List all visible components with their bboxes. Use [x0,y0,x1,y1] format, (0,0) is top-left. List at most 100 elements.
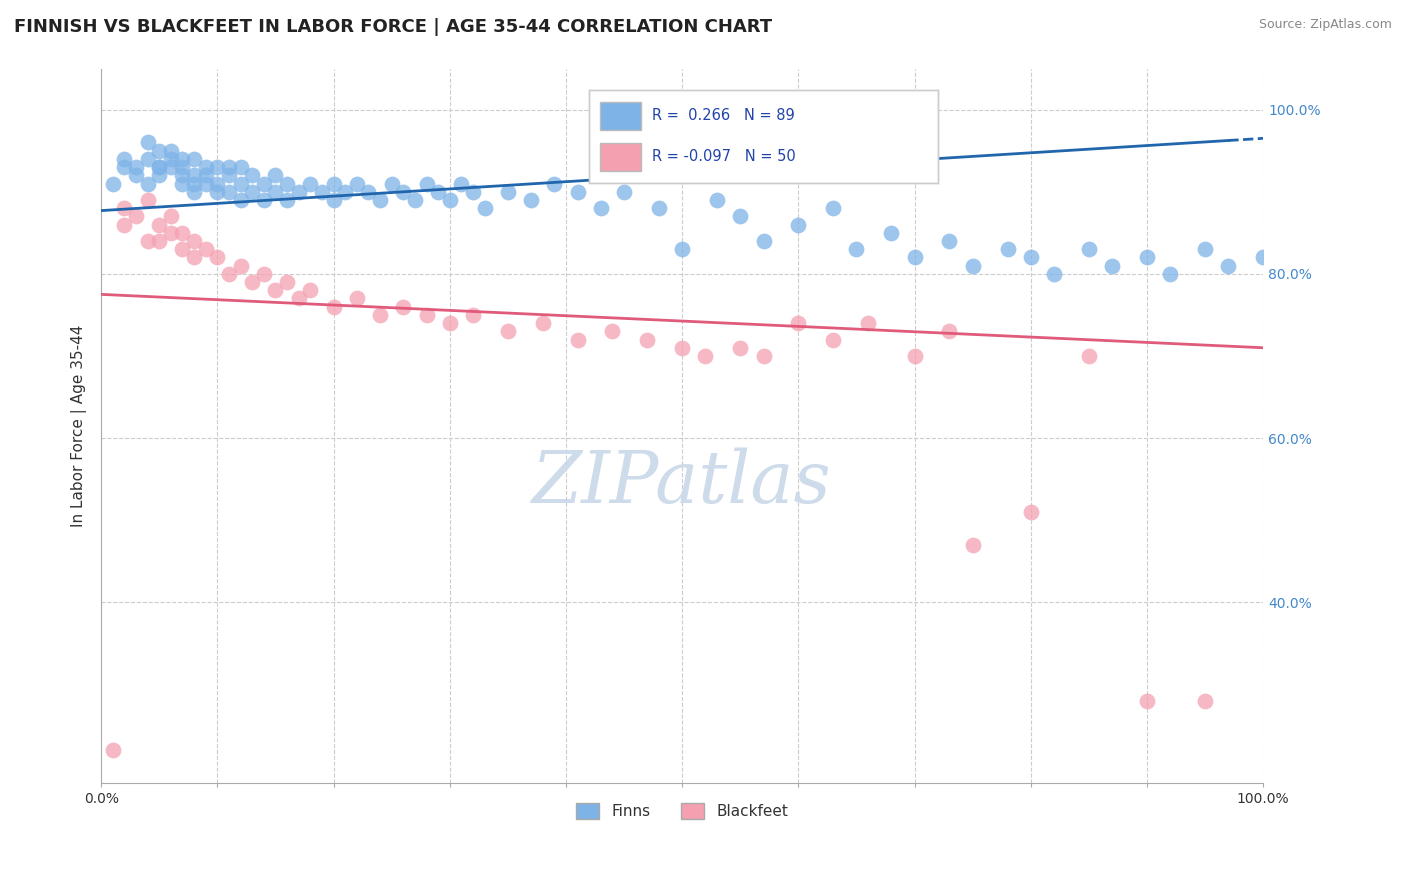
Point [636,333,658,347]
Point [1019,505,1042,519]
Point [136,193,159,207]
Point [253,267,276,281]
Point [938,324,960,338]
Text: Source: ZipAtlas.com: Source: ZipAtlas.com [1258,18,1392,31]
Point [752,234,775,248]
Point [148,234,170,248]
Point [148,218,170,232]
Point [218,185,240,199]
Point [194,242,217,256]
Point [856,316,879,330]
Legend: Finns, Blackfeet: Finns, Blackfeet [571,797,794,825]
Point [962,538,984,552]
Point [392,185,415,199]
Point [253,177,276,191]
Point [1136,694,1159,708]
Point [172,177,194,191]
Point [264,283,287,297]
Point [602,324,624,338]
Point [1101,259,1123,273]
Point [427,185,450,199]
Point [240,169,263,183]
Point [264,169,287,183]
Point [461,185,484,199]
Point [136,177,159,191]
Point [903,251,925,265]
Point [997,242,1019,256]
Point [1159,267,1181,281]
Point [101,177,124,191]
Point [194,169,217,183]
Point [671,341,693,355]
Point [357,185,380,199]
Point [543,177,565,191]
Point [125,160,148,174]
Point [962,259,984,273]
Point [101,743,124,757]
Point [276,193,298,207]
Point [136,234,159,248]
Point [112,201,135,215]
Point [368,193,391,207]
Point [148,160,170,174]
Point [787,218,810,232]
Point [172,242,194,256]
Point [695,349,717,363]
Point [823,333,845,347]
Point [496,185,519,199]
Point [415,308,437,322]
Point [752,349,775,363]
Point [240,275,263,289]
Point [322,300,344,314]
Point [207,160,229,174]
Point [136,136,159,150]
Point [1194,242,1216,256]
Point [112,160,135,174]
Point [531,316,554,330]
Point [125,169,148,183]
Point [136,152,159,166]
Point [1136,251,1159,265]
Point [1077,242,1099,256]
Point [160,152,183,166]
Point [207,185,229,199]
Point [496,324,519,338]
Text: ZIPatlas: ZIPatlas [533,448,832,518]
Point [1077,349,1099,363]
Point [823,201,845,215]
Point [207,251,229,265]
Point [1194,694,1216,708]
Point [845,242,868,256]
Point [148,144,170,158]
Point [938,234,960,248]
Point [346,177,368,191]
Text: FINNISH VS BLACKFEET IN LABOR FORCE | AGE 35-44 CORRELATION CHART: FINNISH VS BLACKFEET IN LABOR FORCE | AG… [14,18,772,36]
Point [183,169,205,183]
Point [112,152,135,166]
Point [322,193,344,207]
Point [613,185,636,199]
Point [368,308,391,322]
Point [787,316,810,330]
Point [450,177,472,191]
Point [903,349,925,363]
Point [160,144,183,158]
Point [183,251,205,265]
Point [125,210,148,224]
Point [439,316,461,330]
Point [229,160,252,174]
Point [730,210,752,224]
Point [461,308,484,322]
Point [730,341,752,355]
Point [183,185,205,199]
Point [229,259,252,273]
Point [240,185,263,199]
Point [1043,267,1066,281]
Point [287,185,309,199]
Point [346,292,368,306]
Point [589,201,612,215]
Point [160,160,183,174]
Point [264,185,287,199]
Point [1218,259,1240,273]
Point [381,177,404,191]
